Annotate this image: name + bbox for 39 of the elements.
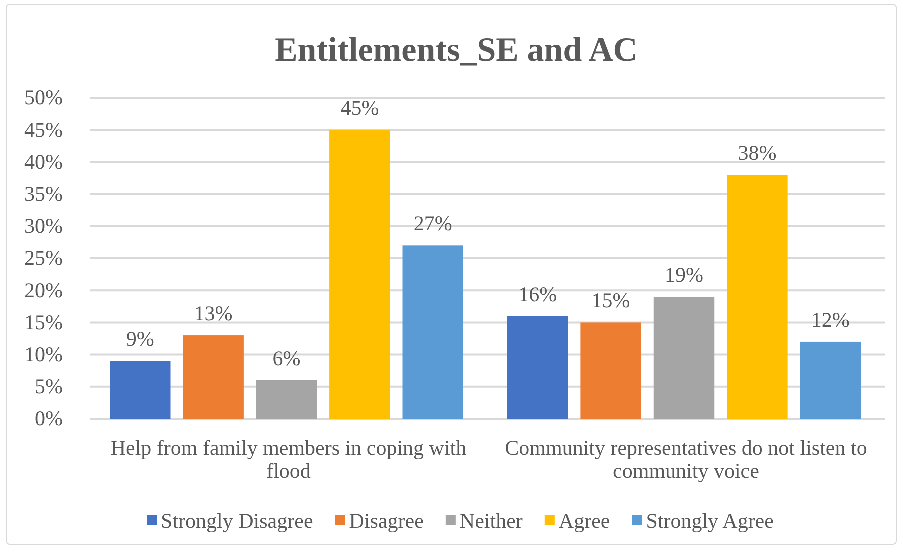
bar	[580, 322, 642, 419]
x-tick-label: Community representatives do not listen to community voice	[505, 436, 868, 484]
bar	[727, 175, 788, 419]
legend-label: Neither	[460, 509, 523, 533]
bar	[508, 316, 568, 419]
bar	[330, 130, 390, 419]
data-label: 45%	[340, 96, 380, 120]
data-label: 16%	[518, 282, 558, 306]
y-tick-label: 50%	[24, 86, 63, 110]
data-label: 27%	[414, 212, 452, 236]
data-label: 19%	[665, 263, 704, 288]
bar	[110, 361, 171, 419]
y-tick-label: 30%	[24, 214, 63, 238]
x-tick-label: Help from family members in coping with flood	[110, 436, 468, 484]
y-tick-label: 20%	[24, 278, 63, 302]
y-tick-label: 15%	[24, 310, 63, 334]
legend-label: Strongly Agree	[646, 509, 774, 533]
y-tick-label: 35%	[24, 182, 63, 206]
bar	[256, 380, 318, 419]
data-label: 12%	[811, 308, 850, 332]
legend-label: Strongly Disagree	[161, 509, 314, 533]
bar	[402, 246, 464, 419]
bar	[183, 336, 244, 419]
y-tick-label: 45%	[24, 118, 63, 142]
legend-label: Disagree	[349, 509, 424, 533]
y-tick-label: 5%	[35, 374, 63, 399]
y-tick-label: 25%	[24, 246, 63, 270]
y-tick-label: 0%	[35, 406, 63, 431]
bar	[654, 297, 715, 419]
legend-label: Agree	[558, 509, 610, 533]
data-label: 9%	[126, 327, 154, 352]
chart-title: Entitlements_SE and AC	[275, 32, 638, 69]
data-label: 38%	[738, 141, 777, 166]
data-label: 13%	[194, 302, 233, 326]
bar	[800, 342, 861, 419]
y-tick-label: 10%	[24, 342, 63, 367]
data-label: 6%	[272, 346, 301, 370]
data-label: 15%	[592, 288, 630, 313]
y-tick-label: 40%	[24, 150, 63, 174]
